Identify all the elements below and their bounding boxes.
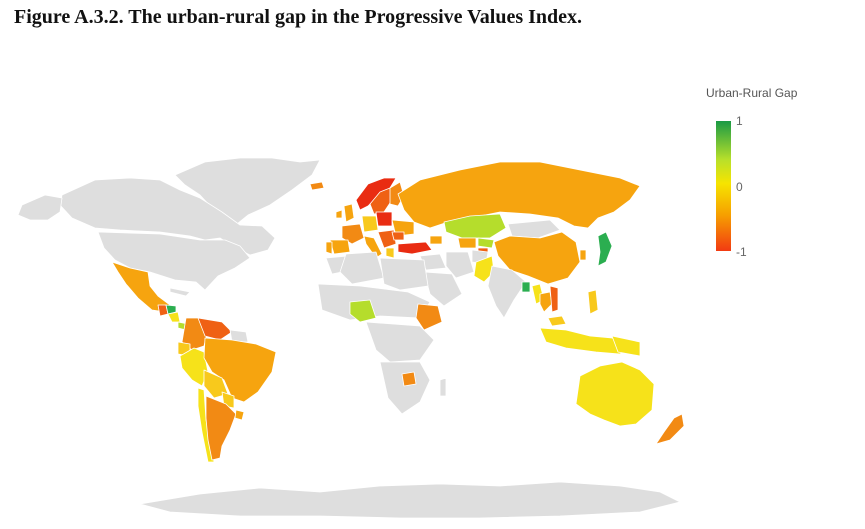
country-madagascar [439, 377, 447, 397]
country-balkans [377, 229, 397, 249]
country-canada [59, 177, 276, 256]
country-uruguay [234, 409, 245, 421]
country-thailand [539, 291, 553, 313]
antarctica [139, 481, 681, 519]
legend-tick-min: -1 [736, 245, 747, 259]
country-iran [445, 251, 475, 279]
country-uzbekistan [457, 237, 477, 249]
country-libya-egypt [379, 257, 429, 291]
country-usa [97, 231, 251, 291]
country-portugal [325, 241, 333, 255]
country-iceland [309, 181, 325, 191]
country-united-kingdom [343, 203, 355, 223]
country-kyrgyzstan [477, 237, 495, 249]
country-saudi-arabia [423, 271, 463, 307]
country-guianas [229, 329, 249, 343]
country-japan [597, 231, 613, 267]
country-nicaragua [167, 311, 181, 323]
country-greece [385, 247, 395, 259]
country-germany [361, 215, 379, 233]
country-philippines [587, 289, 599, 315]
country-cuba [169, 287, 191, 297]
country-usa-alaska [17, 194, 63, 221]
country-papua [611, 335, 641, 357]
country-bolivia [203, 369, 229, 399]
country-pakistan [473, 255, 495, 283]
country-south-korea [579, 249, 587, 261]
country-zimbabwe [401, 371, 417, 387]
country-france [341, 223, 365, 245]
country-nigeria [349, 299, 377, 323]
country-venezuela [197, 317, 233, 341]
country-australia [575, 361, 655, 427]
country-ireland [335, 209, 343, 219]
country-malaysia [547, 315, 567, 327]
country-algeria [339, 251, 385, 285]
country-central-africa [365, 321, 435, 363]
country-vietnam [549, 285, 559, 313]
figure-title: Figure A.3.2. The urban-rural gap in the… [14, 6, 583, 28]
country-spain [329, 239, 351, 255]
country-caucasus [429, 235, 443, 245]
legend-colorbar [716, 121, 731, 251]
country-brazil [203, 337, 277, 403]
legend-tick-mid: 0 [736, 180, 743, 194]
country-kazakhstan [443, 213, 507, 239]
country-argentina [205, 395, 237, 461]
country-romania [391, 231, 405, 241]
country-mongolia [507, 219, 561, 239]
legend-tick-max: 1 [736, 114, 743, 128]
country-ethiopia [415, 303, 443, 331]
country-italy [363, 235, 383, 259]
legend-title: Urban-Rural Gap [706, 86, 798, 100]
country-new-zealand [655, 413, 685, 445]
country-bangladesh [521, 281, 531, 293]
country-russia [397, 161, 641, 229]
country-poland [375, 211, 393, 227]
country-turkey [397, 241, 433, 255]
country-china [493, 231, 581, 285]
country-india [487, 265, 527, 319]
country-southern-africa [379, 361, 431, 415]
